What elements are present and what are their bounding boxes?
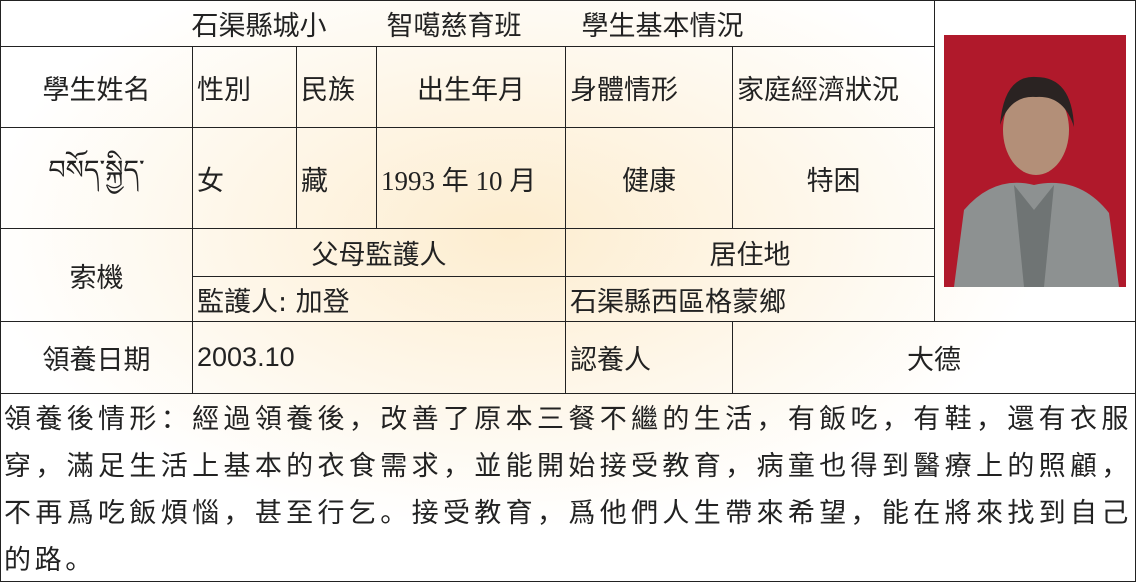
residence-cell: 石渠縣西區格蒙鄉 bbox=[565, 276, 935, 322]
header-cell: 性別 bbox=[192, 46, 297, 128]
residence-header-cell: 居住地 bbox=[565, 228, 935, 277]
adoption-date-cell: 2003.10 bbox=[192, 321, 566, 394]
student-cell: བསོད་སྐྱིད་ bbox=[0, 127, 193, 229]
student-cell: 1993 年 10 月 bbox=[376, 127, 566, 229]
adoption-date-label-cell: 領養日期 bbox=[0, 321, 193, 394]
guardian-cell: 監護人: 加登 bbox=[192, 276, 566, 322]
guardian-header-cell: 父母監護人 bbox=[192, 228, 566, 277]
header-cell: 家庭經濟狀況 bbox=[732, 46, 935, 128]
student-cell: 女 bbox=[192, 127, 297, 229]
title-part: 學生基本情況 bbox=[581, 11, 744, 42]
header-cell: 身體情形 bbox=[565, 46, 733, 128]
student-photo bbox=[944, 35, 1126, 287]
title-cell: 石渠縣城小 智噶慈育班 學生基本情況 bbox=[0, 0, 935, 47]
header-cell: 出生年月 bbox=[376, 46, 566, 128]
header-cell: 學生姓名 bbox=[0, 46, 193, 128]
sponsor-label-cell: 認養人 bbox=[565, 321, 733, 394]
photo-cell bbox=[934, 0, 1136, 322]
chinese-name-cell: 索機 bbox=[0, 228, 193, 322]
situation-cell: 領養後情形：經過領養後，改善了原本三餐不繼的生活，有飯吃，有鞋，還有衣服穿，滿足… bbox=[0, 393, 1136, 582]
student-cell: 藏 bbox=[296, 127, 377, 229]
title-part: 石渠縣城小 bbox=[191, 11, 327, 42]
title-part: 智噶慈育班 bbox=[386, 11, 522, 42]
sponsor-cell: 大德 bbox=[732, 321, 1136, 394]
student-cell: 健康 bbox=[565, 127, 733, 229]
student-cell: 特困 bbox=[732, 127, 935, 229]
header-cell: 民族 bbox=[296, 46, 377, 128]
